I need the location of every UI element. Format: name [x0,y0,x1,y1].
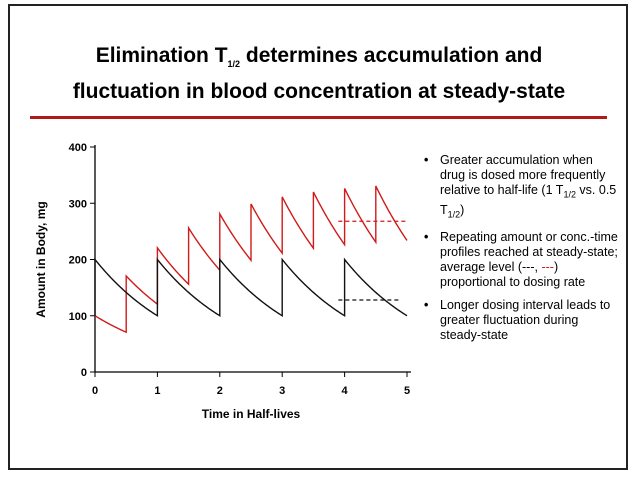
series-line-2 [94,257,408,318]
x-tick-label: 3 [279,385,285,397]
bullet-1-sub-a: 1/2 [563,189,576,200]
y-tick-label: 0 [81,367,87,379]
bullet-2-part-b: ) proportional to dosing rate [440,260,586,289]
bullet-text-2: Repeating amount or conc.-time profiles … [440,230,620,290]
x-tick-label: 4 [342,385,349,397]
bullet-item-1: • Greater accumulation when drug is dose… [424,153,620,222]
y-axis-label: Amount in Body, mg [34,201,48,317]
bullet-1-part-a: Greater accumulation when drug is dosed … [440,153,606,197]
bullet-dot-icon: • [424,230,429,244]
y-tick-label: 100 [69,311,87,323]
bullet-list: • Greater accumulation when drug is dose… [424,153,620,351]
bullet-3-text: Longer dosing interval leads to greater … [440,298,611,342]
series-line-1 [94,185,408,334]
bullet-item-3: • Longer dosing interval leads to greate… [424,298,620,343]
x-tick-label: 2 [217,385,223,397]
title-text-a: Elimination T [95,44,228,67]
y-tick-label: 200 [69,255,87,267]
bullet-dot-icon: • [424,153,429,167]
title-divider [30,116,607,119]
x-tick-label: 0 [92,385,98,397]
x-tick-label: 1 [154,385,160,397]
y-tick-label: 400 [69,142,87,154]
bullet-dot-icon: • [424,298,429,312]
bullet-text-3: Longer dosing interval leads to greater … [440,298,620,343]
slide-frame [8,4,628,470]
y-tick-label: 300 [69,198,87,210]
x-tick-label: 5 [404,385,410,397]
bullet-1-part-c: ) [460,202,465,217]
bullet-text-1: Greater accumulation when drug is dosed … [440,153,620,222]
bullet-2-red-dash: --- [541,260,554,274]
title-text-line2: fluctuation in blood concentration at st… [72,80,566,104]
bullet-1-part-b: vs. 0.5 T [440,183,617,217]
bullet-item-2: • Repeating amount or conc.-time profile… [424,230,620,290]
x-axis-label: Time in Half-lives [202,407,301,421]
bullet-2-part-a: Repeating amount or conc.-time profiles … [440,230,618,274]
bullet-1-sub-b: 1/2 [447,209,461,219]
title-subscript: 1/2 [227,59,241,70]
title-text-b: determines accumulation and [240,44,543,67]
slide-title: Elimination T1/2 determines accumulation… [0,42,638,105]
